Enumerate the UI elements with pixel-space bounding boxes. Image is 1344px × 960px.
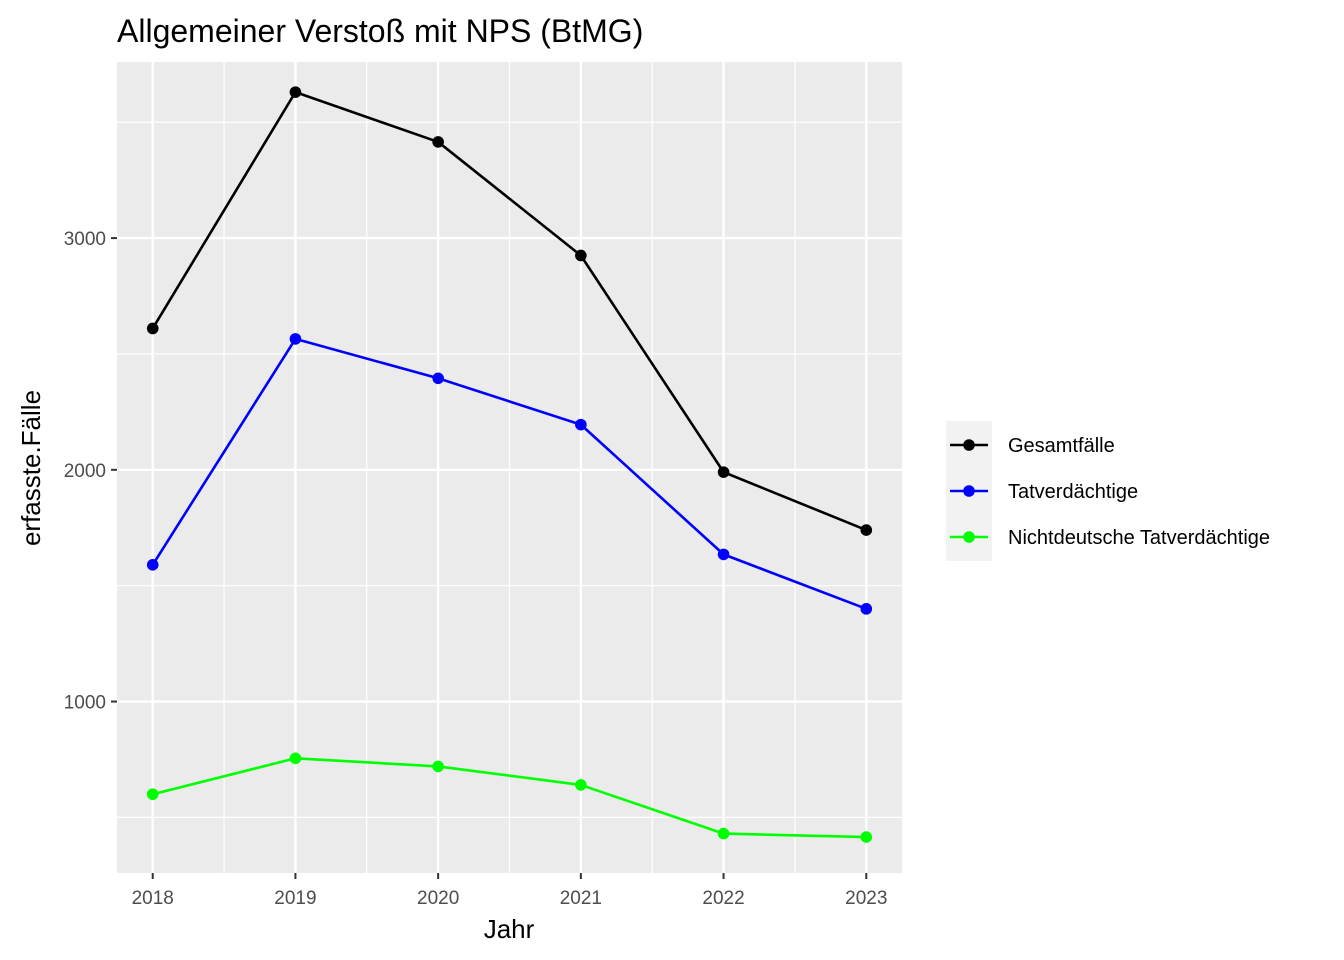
x-tick-label: 2018 xyxy=(132,888,174,909)
data-point xyxy=(146,559,159,571)
legend-key-point xyxy=(963,439,975,451)
legend-key-point xyxy=(963,531,975,543)
data-point xyxy=(575,779,587,791)
data-point xyxy=(860,603,873,615)
y-tick-label: 1000 xyxy=(64,693,106,714)
y-axis-title: erfasste.Fälle xyxy=(16,390,46,546)
legend-key-point xyxy=(963,485,975,497)
y-tick-label: 2000 xyxy=(64,461,106,482)
x-tick-label: 2023 xyxy=(845,888,887,909)
series-line xyxy=(151,337,867,611)
x-axis-title: Jahr xyxy=(484,914,535,944)
data-point xyxy=(575,249,587,262)
data-point xyxy=(432,760,444,773)
data-point xyxy=(289,333,302,345)
data-point xyxy=(432,136,444,148)
data-point xyxy=(860,831,873,843)
x-tick-label: 2019 xyxy=(274,888,316,909)
series-line xyxy=(152,757,867,839)
data-point xyxy=(146,788,159,801)
chart-title: Allgemeiner Verstoß mit NPS (BtMG) xyxy=(117,13,643,49)
data-point xyxy=(717,548,730,561)
y-axis: 1000 2000 3000 xyxy=(64,229,117,714)
legend: Gesamtfälle Tatverdächtige Nichtdeutsche T… xyxy=(946,421,1270,561)
legend-label: Nichtdeutsche Tatverdächtige xyxy=(1008,527,1270,549)
x-tick-label: 2022 xyxy=(702,888,744,909)
data-point xyxy=(717,466,730,478)
legend-label: Gesamtfälle xyxy=(1008,435,1115,457)
data-point xyxy=(860,524,873,536)
x-tick-label: 2020 xyxy=(417,888,459,909)
series-line xyxy=(151,90,867,532)
x-tick-label: 2021 xyxy=(560,888,602,909)
data-point xyxy=(289,752,302,765)
data-point xyxy=(432,372,444,385)
data-point xyxy=(575,418,587,431)
data-point xyxy=(146,322,159,335)
series-lines xyxy=(146,86,873,843)
x-axis: 2018 2019 2020 2021 2022 2023 xyxy=(132,873,887,909)
data-point xyxy=(717,827,730,840)
legend-label: Tatverdächtige xyxy=(1008,481,1138,503)
data-point xyxy=(289,86,302,98)
y-tick-label: 3000 xyxy=(64,229,106,250)
